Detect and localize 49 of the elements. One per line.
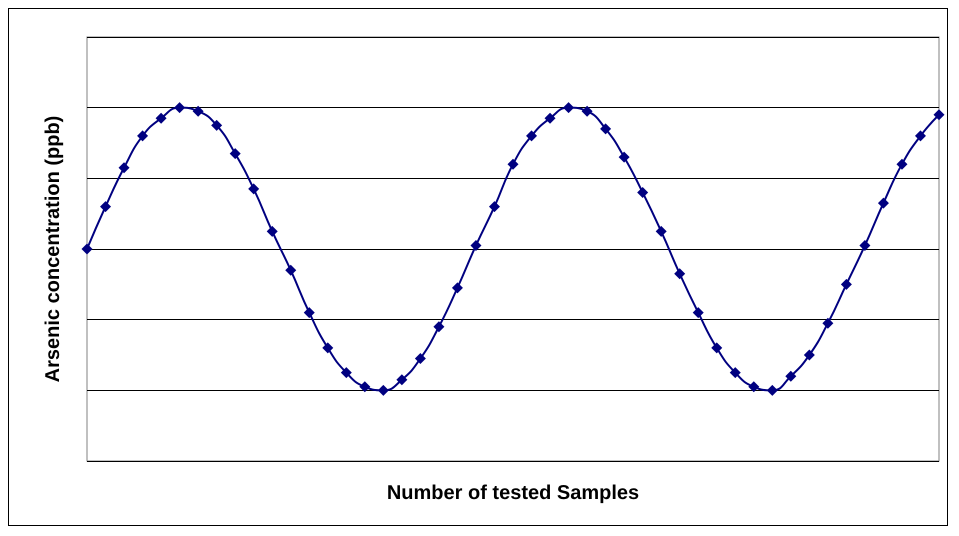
point [452,282,463,294]
point [156,112,167,124]
point [433,321,444,332]
point [878,198,889,209]
point [211,120,222,131]
point [82,244,92,254]
point [934,109,944,120]
point [563,102,574,114]
point [340,367,352,378]
point [804,350,815,360]
point [785,370,796,382]
point [914,130,926,142]
x-axis-title: Number of tested Samples [386,482,640,504]
point [304,307,315,318]
point [414,353,426,364]
point [118,162,130,174]
point [748,381,760,392]
point [322,342,334,354]
point [637,186,648,198]
point [544,112,556,124]
point [582,106,593,117]
point [526,130,538,142]
point [674,268,686,280]
point [766,384,778,396]
point [378,384,389,396]
point [488,201,500,212]
point [711,342,722,354]
point [618,152,630,163]
point [822,318,834,329]
point [359,381,370,392]
point [137,130,148,142]
point [600,123,612,134]
point [656,226,667,237]
point [248,183,260,194]
point [508,158,518,170]
point [840,278,852,290]
point [100,201,112,212]
point [859,240,870,251]
point [692,307,704,318]
point [266,226,278,237]
point [230,148,241,160]
point [192,106,204,117]
point [285,264,296,276]
point [896,158,908,170]
point [174,102,186,114]
point [470,240,482,251]
point [396,374,408,386]
point [730,367,741,378]
y-axis-title: Arsenic concentration (ppb) [42,116,64,382]
